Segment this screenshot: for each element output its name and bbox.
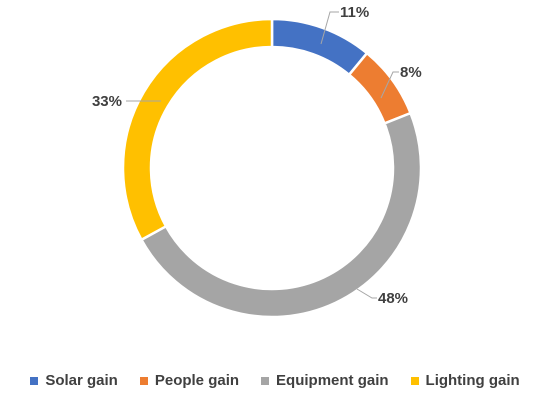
legend-label-solar-gain: Solar gain xyxy=(45,372,118,389)
data-label-solar-gain: 11% xyxy=(340,4,369,21)
legend-item-lighting-gain: Lighting gain xyxy=(410,372,520,389)
legend-swatch-equipment-gain xyxy=(261,376,270,385)
leader-lines xyxy=(126,11,399,299)
legend-item-equipment-gain: Equipment gain xyxy=(261,372,389,389)
legend-label-people-gain: People gain xyxy=(154,372,240,389)
legend-label-equipment-gain: Equipment gain xyxy=(276,372,389,389)
leader-line-equipment-gain xyxy=(356,288,377,299)
legend-swatch-solar-gain xyxy=(30,376,39,385)
chart-legend: Solar gain People gain Equipment gain Light… xyxy=(0,372,550,389)
slice-lighting-gain xyxy=(121,17,274,242)
donut-chart-plot: 11% 8% 48% 33% xyxy=(92,4,423,319)
leader-line-solar-gain xyxy=(320,11,339,45)
donut-slices xyxy=(121,17,423,319)
slice-solar-gain xyxy=(270,17,369,77)
data-label-people-gain: 8% xyxy=(400,64,422,81)
legend-swatch-lighting-gain xyxy=(410,376,419,385)
leader-line-people-gain xyxy=(380,71,399,99)
data-label-lighting-gain: 33% xyxy=(92,93,122,110)
data-label-equipment-gain: 48% xyxy=(378,290,408,307)
legend-item-solar-gain: Solar gain xyxy=(30,372,118,389)
legend-label-lighting-gain: Lighting gain xyxy=(425,372,520,389)
legend-swatch-people-gain xyxy=(139,376,148,385)
data-labels: 11% 8% 48% 33% xyxy=(92,4,422,307)
slice-equipment-gain xyxy=(139,111,423,319)
legend-item-people-gain: People gain xyxy=(139,372,240,389)
